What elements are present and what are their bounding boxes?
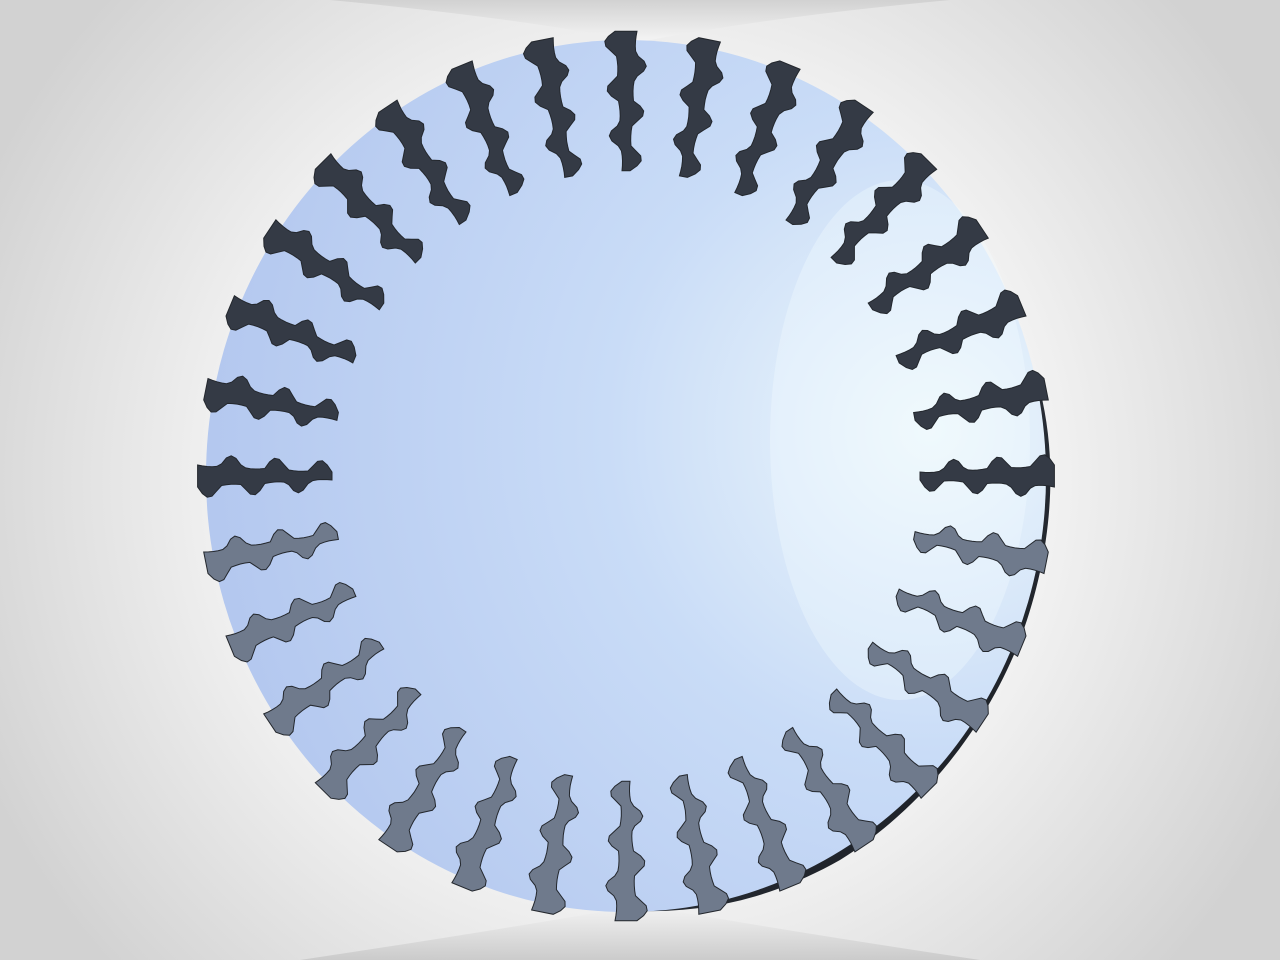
slot-9 (919, 454, 1055, 497)
slot-21 (314, 686, 422, 800)
slot-14 (781, 726, 877, 853)
slot-8 (913, 369, 1049, 430)
slot-25 (197, 455, 333, 498)
slot-30 (375, 99, 471, 226)
slot-18 (528, 774, 580, 915)
slot-23 (225, 581, 357, 663)
slot-26 (203, 375, 339, 427)
slot-24 (203, 522, 339, 583)
disc-highlight (770, 180, 1030, 700)
slot-7 (895, 289, 1027, 371)
slots-group (197, 30, 1055, 922)
slot-3 (734, 60, 801, 197)
slot-5 (830, 152, 938, 266)
slot-29 (313, 153, 424, 264)
slot-27 (225, 294, 357, 364)
slot-11 (895, 588, 1027, 658)
slot-22 (262, 637, 385, 736)
slot-19 (451, 755, 518, 892)
upper-shadow-cone (330, 0, 950, 42)
slot-13 (828, 688, 939, 799)
slot-6 (867, 216, 990, 315)
slot-1 (604, 30, 647, 172)
slot-20 (378, 726, 467, 853)
slot-12 (867, 641, 989, 733)
slot-28 (263, 219, 385, 311)
slot-17 (605, 780, 648, 922)
lower-shadow-cone (300, 905, 980, 960)
slot-2 (672, 37, 724, 178)
slot-15 (727, 755, 807, 892)
slot-16 (669, 774, 730, 915)
slot-31 (445, 60, 525, 197)
slot-32 (522, 37, 583, 178)
slot-4 (785, 99, 874, 226)
slot-10 (913, 525, 1049, 577)
